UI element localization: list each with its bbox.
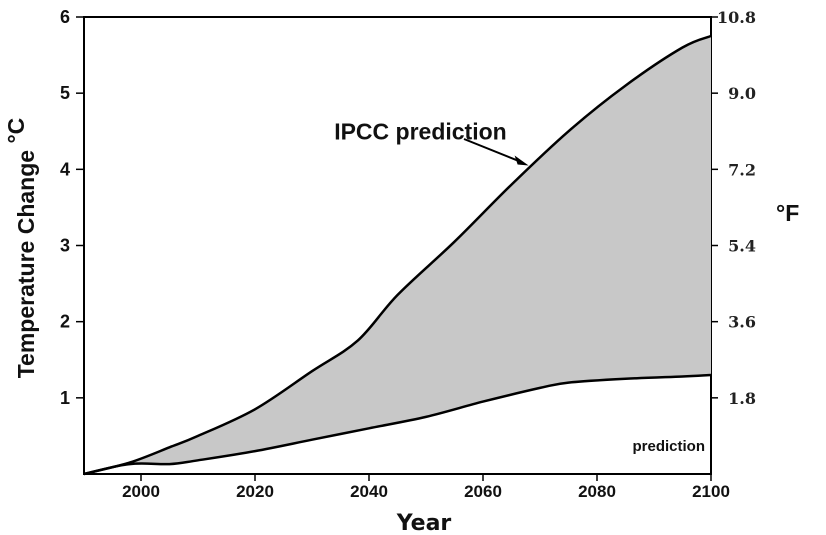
x-tick-label: 2000 <box>122 482 160 501</box>
x-axis-title: Year <box>396 511 452 535</box>
series-lines <box>83 34 712 476</box>
y2-tick-label: 3.6 <box>728 313 756 332</box>
x-tick-label: 2060 <box>464 482 502 501</box>
y2-tick-label: 5.4 <box>728 237 756 256</box>
x-tick-label: 2080 <box>578 482 616 501</box>
annotation-prediction: prediction <box>632 438 705 455</box>
y2-tick-label: 7.2 <box>728 160 756 179</box>
series-line-ipcc-prediction <box>83 34 712 476</box>
y-tick-label: 4 <box>60 159 70 179</box>
y-tick-label: 6 <box>60 7 70 27</box>
annotations: IPCC prediction prediction <box>334 118 705 458</box>
y-tick-label: 1 <box>60 388 70 408</box>
y-tick-label: 5 <box>60 83 70 103</box>
label-cover <box>596 436 618 458</box>
annotation-arrow-line <box>463 138 523 164</box>
y-tick-label: 2 <box>60 312 70 332</box>
y2-axis-title: °F <box>776 200 799 226</box>
x-tick-label: 2040 <box>350 482 388 501</box>
annotation-ipcc-prediction: IPCC prediction <box>334 118 507 144</box>
y-axis-left: 1 2 3 4 5 6 <box>60 7 84 408</box>
series-line-prediction <box>83 373 712 476</box>
y2-tick-label: 1.8 <box>728 389 756 408</box>
x-axis: 2000 2020 2040 2060 2080 2100 <box>122 474 730 501</box>
annotation-arrowhead <box>514 155 529 166</box>
y-axis-title: Temperature Change °C <box>3 118 39 379</box>
y-axis-title-text: Temperature Change <box>13 150 39 378</box>
y-axis-right: 1.8 3.6 5.4 7.2 9.0 10.8 <box>711 8 756 408</box>
y-axis-unit: °C <box>3 118 29 144</box>
y2-tick-label: 9.0 <box>728 84 756 103</box>
x-tick-label: 2020 <box>236 482 274 501</box>
y-tick-label: 3 <box>60 236 70 256</box>
y2-tick-label: 10.8 <box>717 8 756 27</box>
x-tick-label: 2100 <box>692 482 730 501</box>
